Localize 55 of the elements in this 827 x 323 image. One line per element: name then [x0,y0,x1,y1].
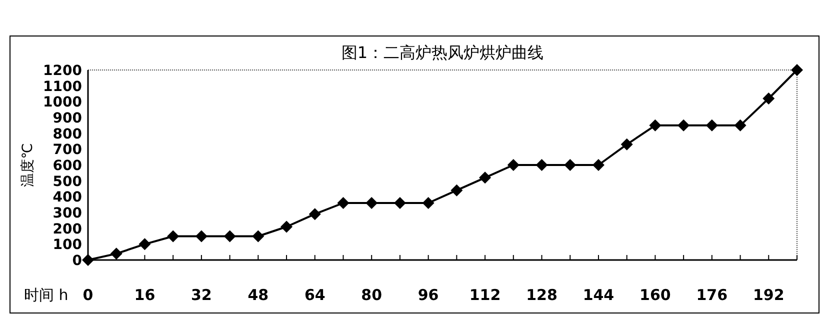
x-tick-label: 64 [304,286,326,304]
y-tick-label: 700 [52,142,82,158]
y-tick-label: 200 [52,221,82,238]
point [394,197,406,209]
point [678,119,690,132]
point [280,220,293,233]
point [706,119,718,132]
x-tick-label: 0 [82,286,94,304]
y-tick-label: 400 [52,190,82,206]
y-tick-label: 300 [52,206,82,222]
point [564,159,576,171]
point [762,92,775,104]
x-tick-label: 176 [696,286,728,304]
y-tick-label: 100 [52,237,82,254]
point [138,238,151,250]
point [791,64,803,76]
x-axis-title: 时间 h [24,286,68,304]
y-tick-label: 900 [52,110,82,126]
x-tick-label: 112 [469,286,501,304]
y-axis-title: 温度℃ [20,143,36,187]
point [450,184,463,196]
point [422,197,434,209]
point [224,230,236,242]
point [308,208,321,220]
y-tick-label: 0 [72,253,82,269]
x-tick-label: 32 [191,286,212,304]
point [734,119,746,132]
point [507,159,520,171]
point [536,159,548,171]
point [167,230,180,242]
x-tick-label: 96 [418,286,439,304]
point [620,138,633,150]
x-tick-label: 16 [134,286,156,304]
y-tick-label: 1000 [43,94,82,111]
x-tick-label: 128 [526,286,558,304]
x-tick-label: 80 [361,286,382,304]
point [337,197,350,209]
point [110,248,122,260]
point [195,230,208,242]
point [366,197,378,209]
x-tick-label: 144 [582,286,614,304]
point [252,230,264,242]
y-tick-label: 800 [52,126,82,142]
point [649,119,662,132]
x-tick-label: 48 [248,286,269,304]
point [592,159,604,171]
y-tick-label: 1100 [43,78,82,95]
point [479,172,492,184]
point [82,254,94,266]
y-tick-label: 500 [52,174,82,190]
x-tick-label: 192 [752,286,784,304]
y-tick-label: 600 [52,158,82,174]
x-tick-label: 160 [640,286,671,304]
chart-title: 图1：二高炉热风炉烘炉曲线 [341,43,544,62]
y-tick-label: 1200 [43,63,82,79]
